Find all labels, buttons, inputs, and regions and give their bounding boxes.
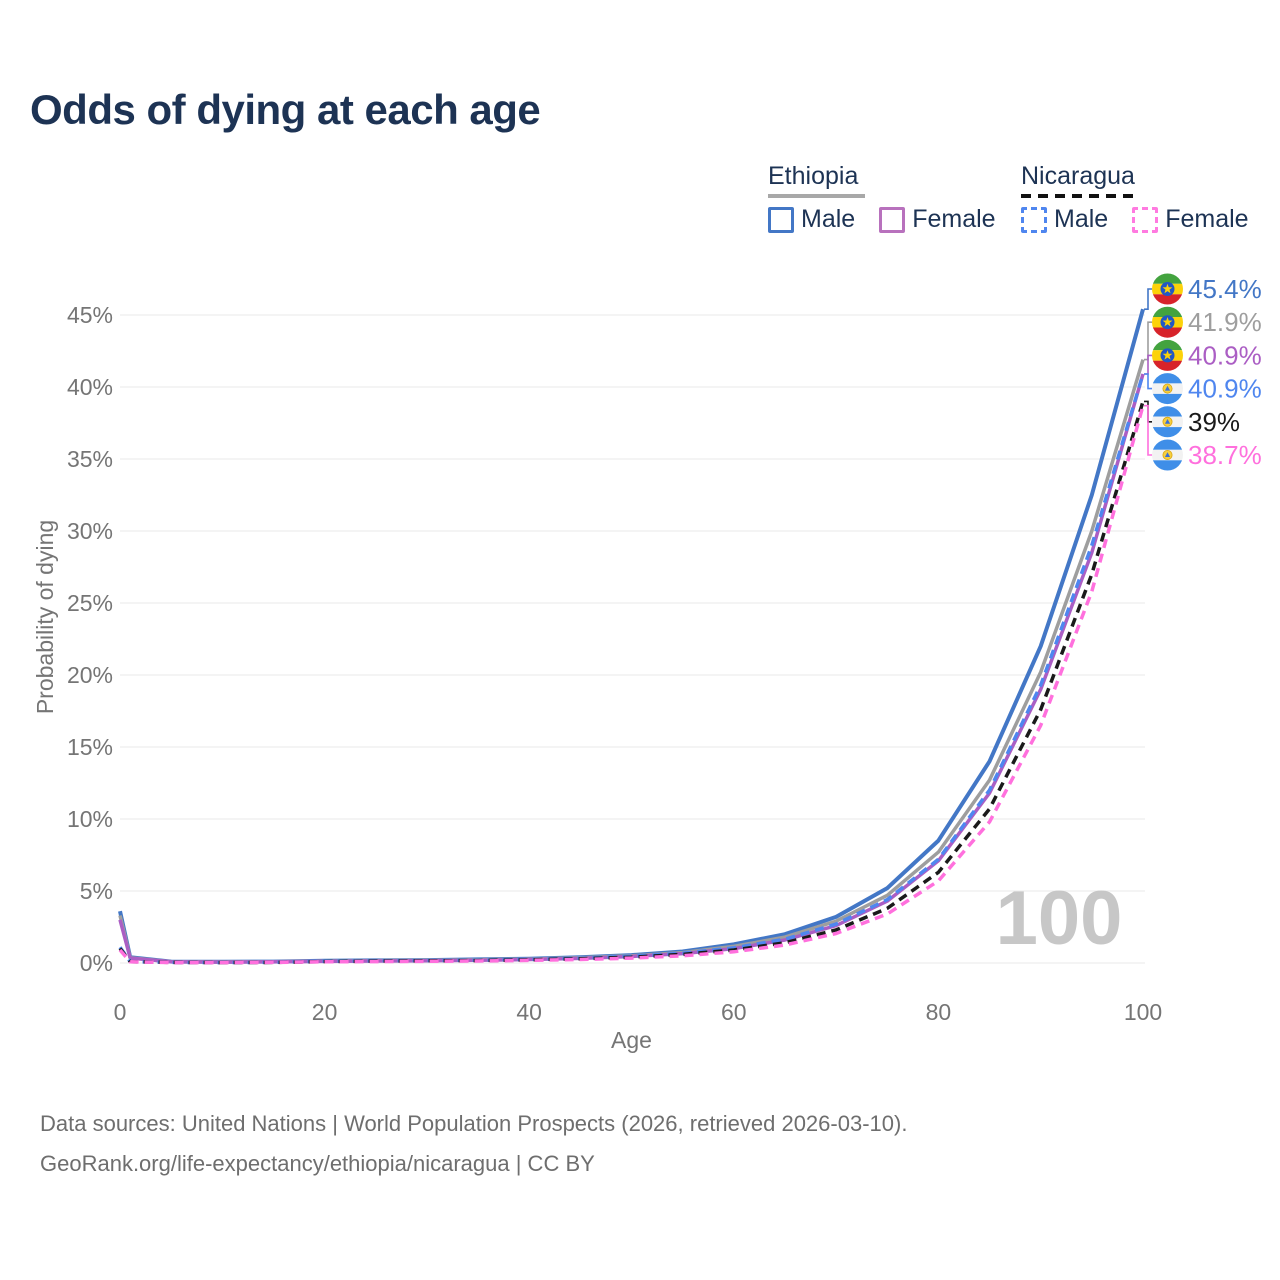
nicaragua-flag-icon: [1152, 439, 1183, 471]
x-tick-label: 40: [516, 999, 542, 1025]
series-line-ethiopia-female: [118, 373, 1145, 964]
series-line-ethiopia: [118, 359, 1145, 964]
x-tick-label: 20: [312, 999, 338, 1025]
x-tick-label: 60: [721, 999, 747, 1025]
checkbox-nicaragua-female[interactable]: [1132, 206, 1159, 233]
end-value-label: 40.9%: [1188, 340, 1262, 370]
age-watermark: 100: [996, 876, 1123, 961]
end-value-label: 38.7%: [1188, 440, 1262, 470]
label-leader-line: [1144, 288, 1152, 310]
legend-label-nicaragua-male: Male: [1054, 205, 1109, 233]
end-value-label: 45.4%: [1188, 274, 1262, 304]
legend-toggle-ethiopia-female[interactable]: Female: [879, 205, 996, 234]
series-line-nicaragua-male: [118, 373, 1145, 965]
x-tick-label: 100: [1124, 999, 1162, 1025]
y-tick-label: 20%: [67, 662, 113, 688]
x-tick-label: 0: [114, 999, 127, 1025]
nicaragua-dashed-line-sample: [1021, 194, 1139, 198]
label-leader-line: [1144, 373, 1152, 390]
y-tick-label: 25%: [67, 590, 113, 616]
y-tick-label: 10%: [67, 806, 113, 832]
y-tick-label: 15%: [67, 734, 113, 760]
nicaragua-flag-icon: [1152, 406, 1183, 438]
end-value-label: 40.9%: [1188, 374, 1262, 404]
ethiopia-solid-line-sample: [768, 194, 865, 198]
source-line: Data sources: United Nations | World Pop…: [40, 1111, 908, 1136]
label-leader-line: [1144, 321, 1152, 361]
x-axis-title: Age: [611, 1027, 652, 1053]
page-title: Odds of dying at each age: [30, 86, 541, 133]
label-leader-line: [1144, 404, 1152, 456]
legend-toggle-nicaragua-male[interactable]: Male: [1021, 205, 1108, 234]
checkbox-ethiopia-male[interactable]: [768, 206, 794, 233]
y-tick-label: 40%: [67, 374, 113, 400]
legend-toggle-ethiopia-male[interactable]: Male: [768, 205, 855, 234]
legend-country-ethiopia: Ethiopia: [768, 162, 859, 190]
legend-country-nicaragua: Nicaragua: [1021, 162, 1135, 190]
legend-label-nicaragua-female: Female: [1165, 205, 1249, 233]
end-value-label: 41.9%: [1188, 307, 1262, 337]
ethiopia-flag-icon: [1152, 273, 1183, 305]
y-tick-label: 0%: [80, 950, 113, 976]
checkbox-nicaragua-male[interactable]: [1021, 206, 1047, 233]
y-axis-title: Probability of dying: [32, 520, 58, 714]
legend-label-ethiopia-female: Female: [912, 205, 996, 233]
y-tick-label: 45%: [67, 302, 113, 328]
y-tick-label: 35%: [67, 446, 113, 472]
y-tick-label: 30%: [67, 518, 113, 544]
nicaragua-flag-icon: [1152, 373, 1183, 405]
legend-group-nicaragua: Nicaragua Male Female: [1021, 162, 1249, 234]
attribution-line: GeoRank.org/life-expectancy/ethiopia/nic…: [40, 1151, 595, 1176]
ethiopia-flag-icon: [1152, 306, 1183, 338]
end-value-label: 39%: [1188, 407, 1240, 437]
label-leader-line: [1144, 354, 1152, 375]
checkbox-ethiopia-female[interactable]: [879, 206, 906, 233]
series-line-ethiopia-male: [118, 308, 1145, 964]
series-line-nicaragua: [118, 400, 1145, 965]
legend-label-ethiopia-male: Male: [801, 205, 856, 233]
legend-group-ethiopia: Ethiopia Male Female: [768, 162, 996, 234]
x-tick-label: 80: [926, 999, 952, 1025]
data-source-note: Data sources: United Nations | World Pop…: [40, 1104, 907, 1184]
ethiopia-flag-icon: [1152, 339, 1183, 371]
y-tick-label: 5%: [80, 878, 113, 904]
legend-toggle-nicaragua-female[interactable]: Female: [1132, 205, 1249, 234]
series-line-nicaragua-female: [118, 405, 1145, 965]
